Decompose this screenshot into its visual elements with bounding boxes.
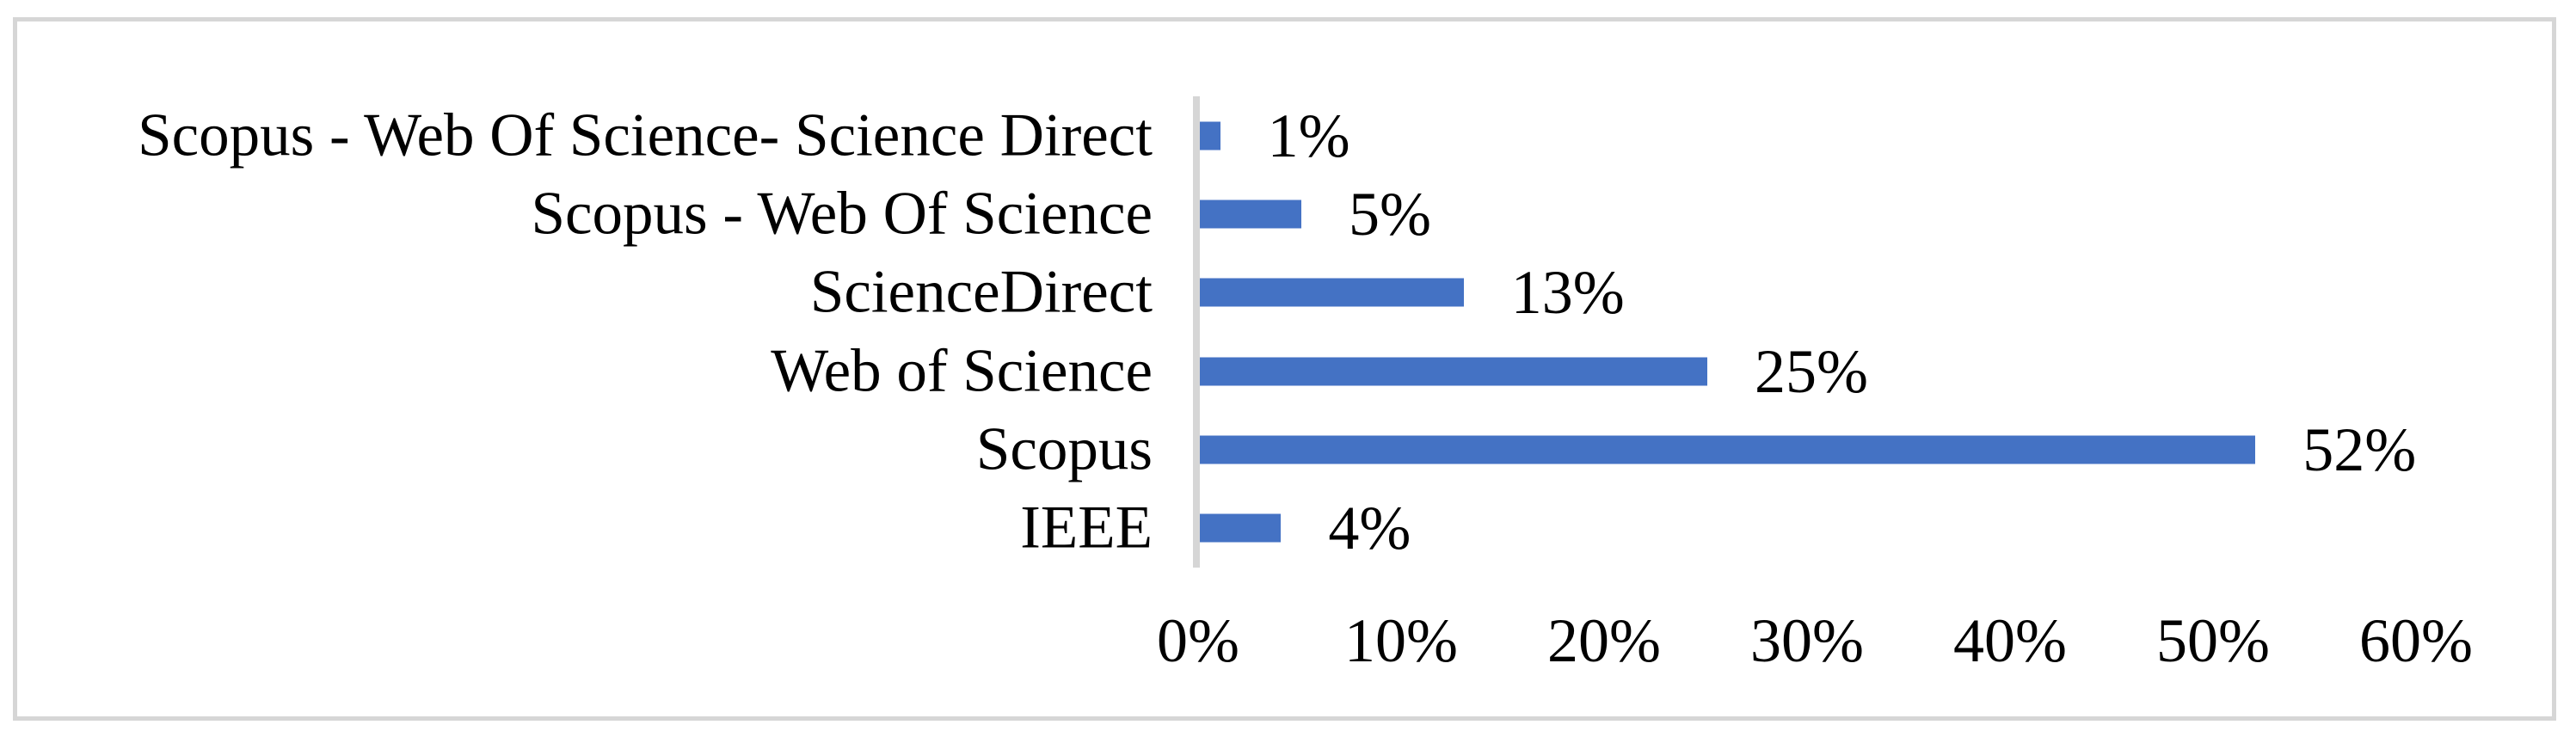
category-label: Scopus - Web Of Science- Science Direct xyxy=(138,101,1153,169)
x-tick-label: 60% xyxy=(2359,606,2473,675)
category-label: IEEE xyxy=(1020,494,1153,562)
x-tick-label: 30% xyxy=(1750,606,1864,675)
data-label: 13% xyxy=(1510,258,1625,328)
value-axis-line xyxy=(1193,96,1200,568)
data-label: 4% xyxy=(1328,494,1411,563)
bar xyxy=(1200,200,1301,229)
category-label: Scopus xyxy=(975,415,1153,483)
bar xyxy=(1200,357,1707,386)
data-label: 25% xyxy=(1755,336,1868,406)
x-tick-label: 0% xyxy=(1157,606,1239,675)
data-label: 5% xyxy=(1349,180,1431,249)
x-tick-label: 10% xyxy=(1344,606,1458,675)
bar xyxy=(1200,435,2256,464)
category-label: Web of Science xyxy=(771,337,1153,405)
category-label: ScienceDirect xyxy=(809,258,1153,326)
bar xyxy=(1200,278,1464,307)
x-tick-label: 50% xyxy=(2156,606,2270,675)
x-tick-label: 20% xyxy=(1547,606,1661,675)
bar xyxy=(1200,121,1220,150)
bar xyxy=(1200,513,1282,543)
x-tick-label: 40% xyxy=(1953,606,2067,675)
data-label: 52% xyxy=(2302,415,2417,484)
category-label: Scopus - Web Of Science xyxy=(531,180,1153,248)
data-label: 1% xyxy=(1267,101,1350,170)
